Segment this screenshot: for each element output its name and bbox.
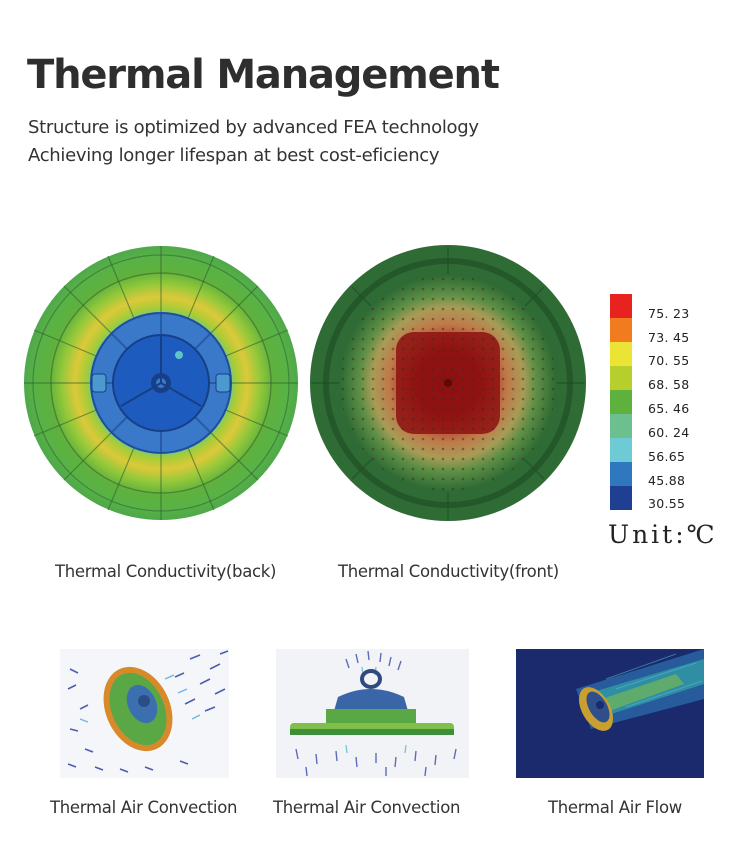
legend-value: 70. 55 [648, 353, 690, 368]
legend-unit: Unit:℃ [608, 520, 718, 549]
air-flow-image [516, 649, 704, 778]
caption-front: Thermal Conductivity(front) [338, 562, 559, 581]
legend-value: 60. 24 [648, 425, 690, 440]
legend-value: 56.65 [648, 449, 686, 464]
legend-swatch-5 [610, 390, 632, 414]
thermal-conductivity-front-image [308, 244, 588, 522]
legend-value: 65. 46 [648, 401, 690, 416]
air-convection-image-2 [276, 649, 469, 778]
subtitle-line-1: Structure is optimized by advanced FEA t… [28, 117, 479, 138]
caption-back: Thermal Conductivity(back) [55, 562, 277, 581]
subtitle-line-2: Achieving longer lifespan at best cost-e… [28, 145, 440, 166]
legend-swatch-3 [610, 342, 632, 366]
legend-value: 75. 23 [648, 306, 690, 321]
legend-value: 45.88 [648, 473, 686, 488]
legend-swatch-1 [610, 294, 632, 318]
legend-value: 68. 58 [648, 377, 690, 392]
caption-air-convection-1: Thermal Air Convection [50, 798, 238, 817]
legend-swatch-9 [610, 486, 632, 510]
legend-swatch-6 [610, 414, 632, 438]
thermal-conductivity-back-image [22, 244, 300, 522]
legend-value: 30.55 [648, 496, 686, 511]
page-title: Thermal Management [27, 52, 500, 98]
legend-swatch-8 [610, 462, 632, 486]
caption-air-flow: Thermal Air Flow [548, 798, 682, 817]
air-convection-image-1 [60, 649, 229, 778]
legend-value: 73. 45 [648, 330, 690, 345]
legend-swatch-7 [610, 438, 632, 462]
legend-swatch-4 [610, 366, 632, 390]
temperature-legend: 75. 23 73. 45 70. 55 68. 58 65. 46 60. 2… [608, 294, 728, 514]
legend-swatch-2 [610, 318, 632, 342]
caption-air-convection-2: Thermal Air Convection [273, 798, 461, 817]
